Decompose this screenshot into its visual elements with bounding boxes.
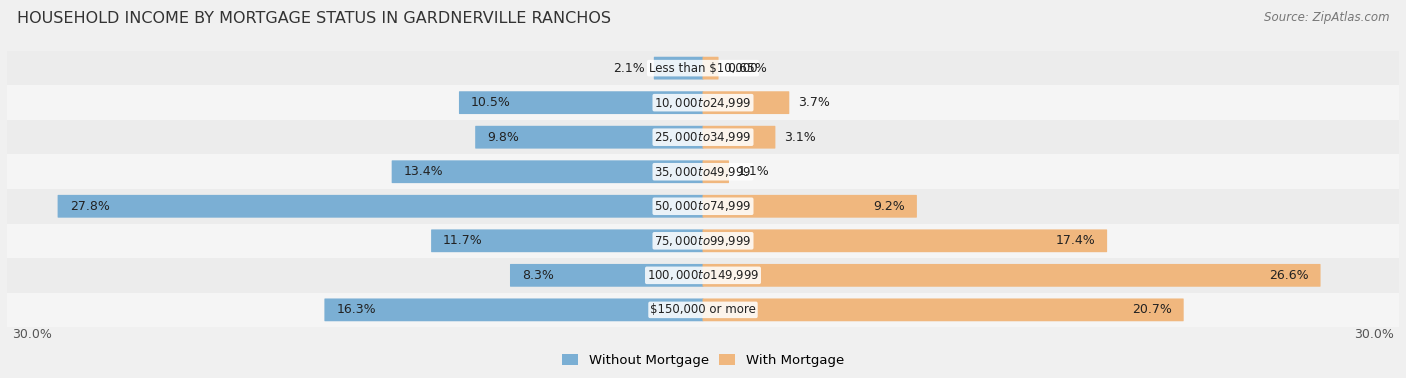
FancyBboxPatch shape	[392, 160, 703, 183]
Text: $75,000 to $99,999: $75,000 to $99,999	[654, 234, 752, 248]
FancyBboxPatch shape	[703, 299, 1184, 321]
FancyBboxPatch shape	[432, 229, 703, 252]
FancyBboxPatch shape	[475, 126, 703, 149]
Bar	[7, 51, 1399, 85]
FancyBboxPatch shape	[510, 264, 703, 287]
FancyBboxPatch shape	[703, 229, 1107, 252]
Text: 13.4%: 13.4%	[404, 165, 443, 178]
FancyBboxPatch shape	[703, 91, 789, 114]
Text: 10.5%: 10.5%	[471, 96, 510, 109]
Bar	[7, 223, 1399, 258]
Text: 8.3%: 8.3%	[522, 269, 554, 282]
Text: HOUSEHOLD INCOME BY MORTGAGE STATUS IN GARDNERVILLE RANCHOS: HOUSEHOLD INCOME BY MORTGAGE STATUS IN G…	[17, 11, 610, 26]
Text: 3.1%: 3.1%	[785, 131, 815, 144]
Bar	[7, 155, 1399, 189]
FancyBboxPatch shape	[703, 126, 775, 149]
Text: 17.4%: 17.4%	[1056, 234, 1095, 247]
Bar	[7, 120, 1399, 155]
Text: 3.7%: 3.7%	[799, 96, 830, 109]
Text: 26.6%: 26.6%	[1268, 269, 1309, 282]
Text: 0.65%: 0.65%	[727, 62, 768, 74]
Text: $50,000 to $74,999: $50,000 to $74,999	[654, 199, 752, 213]
Text: $100,000 to $149,999: $100,000 to $149,999	[647, 268, 759, 282]
Text: Source: ZipAtlas.com: Source: ZipAtlas.com	[1264, 11, 1389, 24]
Text: 11.7%: 11.7%	[443, 234, 482, 247]
Bar	[7, 293, 1399, 327]
FancyBboxPatch shape	[703, 195, 917, 218]
FancyBboxPatch shape	[703, 160, 728, 183]
Text: 2.1%: 2.1%	[613, 62, 645, 74]
Text: 9.8%: 9.8%	[488, 131, 519, 144]
Bar	[7, 85, 1399, 120]
Text: $35,000 to $49,999: $35,000 to $49,999	[654, 165, 752, 179]
Text: 9.2%: 9.2%	[873, 200, 905, 213]
FancyBboxPatch shape	[458, 91, 703, 114]
Legend: Without Mortgage, With Mortgage: Without Mortgage, With Mortgage	[557, 349, 849, 373]
Text: 1.1%: 1.1%	[738, 165, 769, 178]
Text: Less than $10,000: Less than $10,000	[648, 62, 758, 74]
FancyBboxPatch shape	[654, 57, 703, 79]
FancyBboxPatch shape	[703, 57, 718, 79]
Text: 30.0%: 30.0%	[11, 328, 52, 341]
Bar	[7, 189, 1399, 223]
FancyBboxPatch shape	[325, 299, 703, 321]
FancyBboxPatch shape	[703, 264, 1320, 287]
Text: $150,000 or more: $150,000 or more	[650, 304, 756, 316]
Text: 27.8%: 27.8%	[70, 200, 110, 213]
Text: 20.7%: 20.7%	[1132, 304, 1171, 316]
FancyBboxPatch shape	[58, 195, 703, 218]
Text: $25,000 to $34,999: $25,000 to $34,999	[654, 130, 752, 144]
Bar	[7, 258, 1399, 293]
Text: $10,000 to $24,999: $10,000 to $24,999	[654, 96, 752, 110]
Text: 16.3%: 16.3%	[336, 304, 375, 316]
Text: 30.0%: 30.0%	[1354, 328, 1395, 341]
